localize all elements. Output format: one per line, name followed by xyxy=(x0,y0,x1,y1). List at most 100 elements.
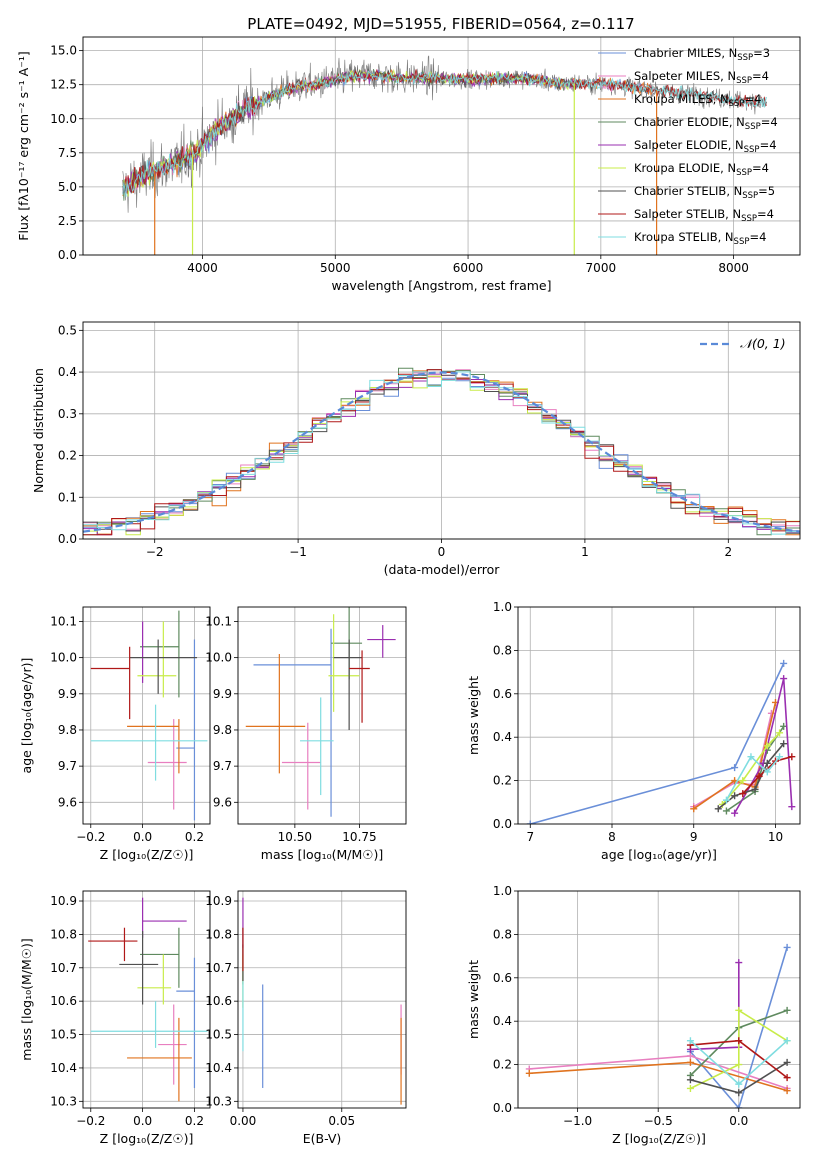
weight-marker-kroupa_miles xyxy=(525,1069,533,1077)
weight-marker-kroupa_stelib xyxy=(722,796,730,804)
weight-marker-salpeter_miles xyxy=(686,1052,694,1060)
x-tick-label: 0.0 xyxy=(133,1114,152,1128)
legend-label: Chabrier ELODIE, NSSP=4 xyxy=(634,115,778,132)
weight-marker-kroupa_stelib xyxy=(763,768,771,776)
y-tick-label: 12.5 xyxy=(50,78,77,92)
y-tick-label: 0.0 xyxy=(58,532,77,546)
weight-marker-chabrier_stelib xyxy=(763,759,771,767)
axes-weights_vs_age: 7 8 9 10 0.0 0.2 0.4 0.6 0.8 1.0 age [log₁₀(age/yr… xyxy=(466,600,801,862)
model-line-kroupa_stelib xyxy=(122,70,767,197)
y-tick-label: 10.3 xyxy=(205,1094,232,1108)
weight-marker-chabrier_miles xyxy=(731,764,739,772)
x-tick-label: −0.2 xyxy=(76,830,105,844)
hist-kroupa_stelib xyxy=(83,371,800,535)
x-tick-label: 0.0 xyxy=(133,830,152,844)
axes-age_vs_mass: 10.50 10.75 9.6 9.7 9.8 9.9 10.0 10.1 mass [log₁… xyxy=(205,606,407,862)
x-axis-label: E(B-V) xyxy=(303,1131,342,1146)
weight-marker-kroupa_elodie xyxy=(735,1061,743,1069)
x-tick-label: −1 xyxy=(289,545,307,559)
weight-marker-kroupa_elodie xyxy=(686,1084,694,1092)
weight-marker-chabrier_stelib xyxy=(735,1089,743,1097)
y-tick-label: 2.5 xyxy=(58,214,77,228)
y-tick-label: 10.6 xyxy=(50,994,77,1008)
axes-age_vs_Z: −0.2 0.0 0.2 9.6 9.7 9.8 9.9 10.0 10.1 Z [log₁₀(Z… xyxy=(19,606,211,862)
x-tick-label: 2 xyxy=(724,545,732,559)
y-tick-label: 9.7 xyxy=(213,759,232,773)
weight-marker-chabrier_elodie xyxy=(722,807,730,815)
weight-marker-kroupa_stelib xyxy=(776,753,784,761)
x-tick-label: 0.05 xyxy=(328,1114,355,1128)
weight-marker-chabrier_miles xyxy=(735,1104,743,1108)
weight-marker-salpeter_elodie xyxy=(780,675,788,683)
y-axis-label: mass weight xyxy=(466,960,481,1039)
y-tick-label: 10.0 xyxy=(50,651,77,665)
weight-marker-chabrier_miles xyxy=(780,659,788,667)
x-tick-label: 5000 xyxy=(320,261,351,275)
legend: Chabrier MILES, NSSP=3 Salpeter MILES, NS… xyxy=(598,46,778,247)
weight-marker-chabrier_miles xyxy=(783,943,791,951)
plot-area xyxy=(242,897,402,1105)
x-tick-label: 0.2 xyxy=(185,1114,204,1128)
x-axis-label: Z [log₁₀(Z/Z☉)] xyxy=(100,847,194,862)
weight-marker-kroupa_elodie xyxy=(776,729,784,737)
y-tick-label: 9.9 xyxy=(213,687,232,701)
weight-marker-chabrier_miles xyxy=(526,820,534,824)
weight-marker-chabrier_elodie xyxy=(783,1006,791,1014)
weight-marker-chabrier_stelib xyxy=(714,805,722,813)
y-tick-label: 9.8 xyxy=(213,723,232,737)
y-tick-label: 10.4 xyxy=(205,1061,232,1075)
weight-line-chabrier_miles xyxy=(530,663,785,824)
weight-marker-kroupa_elodie xyxy=(763,742,771,750)
y-tick-label: 7.5 xyxy=(58,146,77,160)
y-tick-label: 10.5 xyxy=(205,1028,232,1042)
weight-marker-chabrier_stelib xyxy=(731,792,739,800)
weight-marker-salpeter_stelib xyxy=(739,790,747,798)
legend-label: Chabrier STELIB, NSSP=5 xyxy=(634,184,775,201)
axes-frame xyxy=(82,36,801,256)
plot-area xyxy=(90,610,208,821)
plot-area xyxy=(526,659,796,824)
weight-marker-salpeter_elodie xyxy=(788,803,796,811)
x-tick-label: 10.75 xyxy=(342,830,376,844)
axes-frame xyxy=(82,321,801,540)
axes-frame xyxy=(517,890,801,1109)
weight-marker-kroupa_miles xyxy=(690,805,698,813)
grid xyxy=(238,891,406,1108)
grid xyxy=(518,890,800,1109)
x-tick-label: −2 xyxy=(146,545,164,559)
weight-marker-kroupa_miles xyxy=(686,1058,694,1066)
plot-area xyxy=(245,607,396,817)
y-tick-label: 10.0 xyxy=(50,112,77,126)
y-tick-label: 10.9 xyxy=(205,894,232,908)
y-tick-label: 0.0 xyxy=(493,1101,512,1115)
x-tick-label: 0.0 xyxy=(729,1114,748,1128)
grid xyxy=(83,891,210,1108)
x-axis-label: Z [log₁₀(Z/Z☉)] xyxy=(100,1131,194,1146)
plot-area xyxy=(122,55,767,255)
legend-label: Kroupa STELIB, NSSP=4 xyxy=(634,230,766,247)
y-tick-label: 10.7 xyxy=(50,961,77,975)
y-tick-label: 0.6 xyxy=(493,971,512,985)
weight-marker-kroupa_miles xyxy=(783,1087,791,1095)
x-tick-label: 0 xyxy=(438,545,446,559)
weight-marker-kroupa_stelib xyxy=(747,753,755,761)
weight-line-salpeter_elodie xyxy=(690,962,740,1051)
axes-residuals: −2 −1 0 1 2 0.0 0.1 0.2 0.3 0.4 0.5 (data-model)/er… xyxy=(31,321,801,577)
y-tick-label: 0.4 xyxy=(58,365,77,379)
x-tick-label: 10.50 xyxy=(278,830,312,844)
y-tick-label: 0.0 xyxy=(58,248,77,262)
y-tick-label: 0.2 xyxy=(493,1058,512,1072)
x-tick-label: 8 xyxy=(608,830,616,844)
y-tick-label: 1.0 xyxy=(493,884,512,898)
weight-marker-kroupa_stelib xyxy=(783,1037,791,1045)
y-tick-label: 10.1 xyxy=(50,614,77,628)
y-tick-label: 5.0 xyxy=(58,180,77,194)
y-tick-label: 1.0 xyxy=(493,600,512,614)
y-axis-label: mass weight xyxy=(466,676,481,755)
weight-marker-salpeter_stelib xyxy=(783,1074,791,1082)
x-tick-label: 10 xyxy=(768,830,783,844)
weight-marker-kroupa_stelib xyxy=(686,1037,694,1045)
y-tick-label: 15.0 xyxy=(50,44,77,58)
weight-marker-chabrier_stelib xyxy=(780,740,788,748)
